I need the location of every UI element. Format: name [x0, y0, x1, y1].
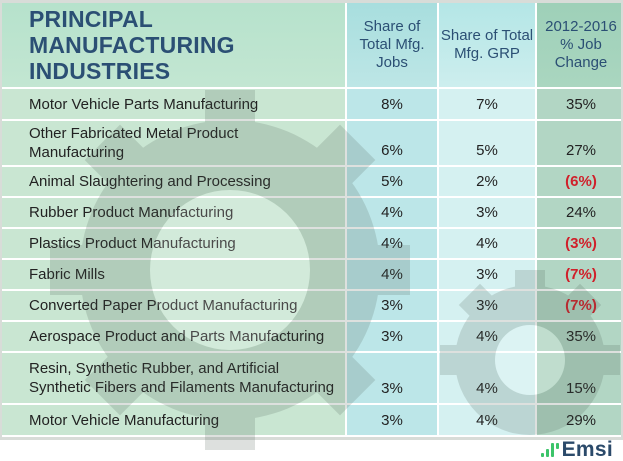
- industry-name: Aerospace Product and Parts Manufacturin…: [2, 322, 345, 351]
- industry-name: Other Fabricated Metal Product Manufactu…: [2, 121, 345, 165]
- industry-name: Motor Vehicle Parts Manufacturing: [2, 89, 345, 119]
- industry-name: Plastics Product Manufacturing: [2, 229, 345, 258]
- jobs-share: 4%: [347, 198, 437, 227]
- jobs-share: 3%: [347, 291, 437, 320]
- grp-share: 3%: [439, 291, 535, 320]
- industry-name: Fabric Mills: [2, 260, 345, 289]
- jobs-share: 8%: [347, 89, 437, 119]
- grp-share: 4%: [439, 322, 535, 351]
- grp-share: 2%: [439, 167, 535, 196]
- bar-chart-icon: [540, 442, 559, 457]
- industry-name: Animal Slaughtering and Processing: [2, 167, 345, 196]
- industry-name: Rubber Product Manufacturing: [2, 198, 345, 227]
- header-jobs-share: Share of Total Mfg. Jobs: [347, 3, 437, 87]
- jobs-share: 5%: [347, 167, 437, 196]
- job-change: 24%: [537, 198, 621, 227]
- table-title: PRINCIPAL MANUFACTURING INDUSTRIES: [2, 3, 345, 87]
- industry-name: Motor Vehicle Manufacturing: [2, 405, 345, 435]
- job-change: (7%): [537, 291, 621, 320]
- job-change: (7%): [537, 260, 621, 289]
- header-grp-share: Share of Total Mfg. GRP: [439, 3, 535, 87]
- jobs-share: 3%: [347, 405, 437, 435]
- job-change: 15%: [537, 353, 621, 403]
- grp-share: 4%: [439, 229, 535, 258]
- jobs-share: 6%: [347, 121, 437, 165]
- grp-share: 3%: [439, 198, 535, 227]
- grp-share: 5%: [439, 121, 535, 165]
- job-change: 35%: [537, 89, 621, 119]
- grp-share: 3%: [439, 260, 535, 289]
- jobs-share: 4%: [347, 260, 437, 289]
- job-change: (6%): [537, 167, 621, 196]
- industry-name: Converted Paper Product Manufacturing: [2, 291, 345, 320]
- job-change: 27%: [537, 121, 621, 165]
- grp-share: 7%: [439, 89, 535, 119]
- grp-share: 4%: [439, 353, 535, 403]
- jobs-share: 4%: [347, 229, 437, 258]
- logo-text: Emsi: [561, 437, 613, 461]
- job-change: 35%: [537, 322, 621, 351]
- jobs-share: 3%: [347, 353, 437, 403]
- grp-share: 4%: [439, 405, 535, 435]
- jobs-share: 3%: [347, 322, 437, 351]
- job-change: (3%): [537, 229, 621, 258]
- emsi-logo: Emsi: [540, 437, 613, 461]
- header-job-change: 2012-2016 % Job Change: [537, 3, 621, 87]
- industries-table: PRINCIPAL MANUFACTURING INDUSTRIES Share…: [2, 3, 621, 437]
- job-change: 29%: [537, 405, 621, 435]
- industry-name: Resin, Synthetic Rubber, and Artificial …: [2, 353, 345, 403]
